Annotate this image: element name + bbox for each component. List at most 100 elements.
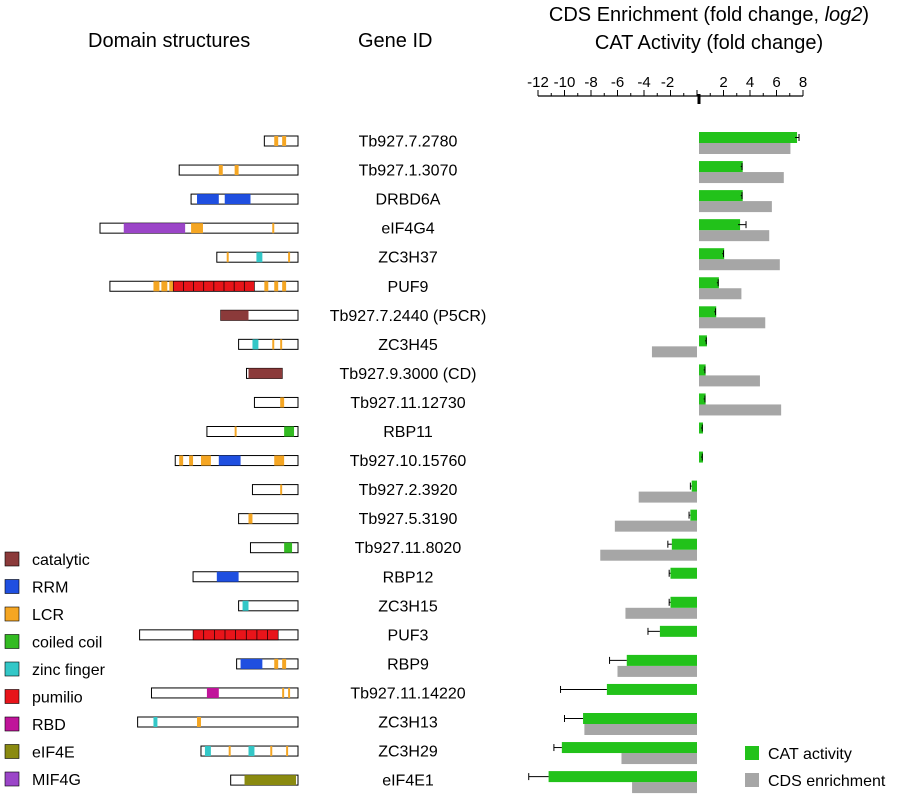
- legend-swatch-zinc-finger: [4, 661, 20, 677]
- cat-activity-bar: [626, 654, 697, 666]
- domain-LCR: [169, 281, 174, 292]
- cat-activity-bar: [670, 567, 697, 579]
- cds-enrichment-bar: [699, 172, 784, 184]
- chart-title-line1: CDS Enrichment (fold change, log2): [500, 4, 918, 27]
- cds-enrichment-bar: [651, 346, 697, 358]
- domain-LCR: [179, 455, 184, 466]
- x-tick-label: -10: [554, 74, 576, 91]
- cat-activity-bar: [699, 335, 707, 347]
- domain-zinc-finger: [248, 746, 255, 757]
- cat-activity-bar: [659, 625, 697, 637]
- domain-structure-row: [190, 193, 299, 205]
- x-tick-label: -4: [637, 74, 650, 91]
- cds-enrichment-bar: [699, 317, 766, 329]
- x-tick-label: 4: [746, 74, 754, 91]
- cat-activity-bar: [699, 306, 717, 318]
- gene-label: Tb927.7.2780: [359, 134, 458, 151]
- domain-structure-row: [238, 338, 299, 350]
- domain-LCR: [274, 658, 279, 669]
- gene-label: Tb927.1.3070: [359, 163, 458, 180]
- protein-outline: [251, 484, 299, 496]
- gene-label: Tb927.11.8020: [355, 540, 462, 557]
- legend-label: RBD: [32, 717, 66, 734]
- protein-outline: [192, 571, 299, 583]
- domain-structure-row: [139, 629, 299, 641]
- legend-label: RRM: [32, 580, 68, 597]
- x-tick-label: 2: [719, 74, 727, 91]
- gene-label: Tb927.11.14220: [350, 685, 465, 702]
- gene-id-header: Gene ID: [358, 30, 433, 52]
- protein-outline: [238, 338, 299, 350]
- gene-label: eIF4E1: [382, 773, 434, 790]
- legend-swatch-eIF4E: [4, 744, 20, 759]
- x-axis-zero-marker: [697, 94, 701, 104]
- domain-RRM: [224, 194, 251, 205]
- gene-label: Tb927.7.2440 (P5CR): [330, 308, 487, 325]
- protein-outline: [238, 513, 299, 525]
- domain-eIF4E: [244, 775, 297, 786]
- protein-outline: [263, 135, 299, 147]
- domain-structure-row: [99, 222, 299, 234]
- legend-label: pumilio: [32, 690, 83, 707]
- domain-structure-row: [249, 542, 299, 554]
- x-tick-label: 8: [799, 74, 807, 91]
- domain-LCR: [197, 717, 201, 727]
- domain-RRM: [197, 194, 219, 205]
- domain-LCR: [234, 165, 239, 176]
- cat-activity-bar: [606, 683, 697, 695]
- cds-enrichment-bar: [699, 404, 782, 416]
- protein-outline: [236, 658, 299, 670]
- x-tick-label: -2: [661, 74, 674, 91]
- domain-LCR: [272, 223, 275, 234]
- domain-LCR: [270, 746, 273, 757]
- gene-label: ZC3H15: [378, 598, 438, 615]
- gene-label: ZC3H45: [378, 337, 438, 354]
- legend-swatch-RBD: [4, 716, 20, 732]
- domain-LCR: [272, 339, 275, 350]
- cds-enrichment-bar: [600, 549, 697, 561]
- domain-LCR: [274, 281, 279, 292]
- domain-coiled-coil: [284, 426, 295, 437]
- domain-LCR: [280, 397, 285, 408]
- cat-activity-bar: [699, 248, 725, 260]
- domain-LCR: [282, 687, 285, 698]
- cat-activity-bar: [699, 219, 741, 231]
- domain-LCR: [288, 687, 291, 698]
- domain-zinc-finger: [252, 339, 259, 350]
- domain-LCR: [282, 281, 287, 292]
- gene-label: Tb927.2.3920: [359, 482, 458, 499]
- domain-LCR: [218, 165, 223, 176]
- domain-structure-row: [178, 164, 299, 176]
- cat-activity-bar: [690, 509, 697, 521]
- cds-enrichment-bar: [699, 201, 772, 213]
- domain-zinc-finger: [204, 746, 211, 757]
- domain-catalytic: [220, 310, 249, 321]
- legend-label: MIF4G: [32, 772, 81, 789]
- gene-label: RBP12: [383, 569, 434, 586]
- cds-enrichment-bar: [699, 288, 742, 300]
- protein-outline: [137, 716, 299, 728]
- chart-legend-swatch: [745, 746, 759, 760]
- domain-LCR: [161, 281, 168, 292]
- cds-enrichment-bar: [621, 753, 697, 765]
- chart-legend-label: CDS enrichment: [768, 773, 886, 790]
- gene-label: RBP9: [387, 656, 429, 673]
- bar-chart-plot: [528, 132, 800, 794]
- protein-outline: [150, 687, 299, 699]
- legend-swatch-MIF4G: [4, 771, 20, 787]
- domain-RRM: [240, 658, 263, 669]
- cat-activity-bar: [691, 480, 697, 492]
- gene-label: ZC3H13: [378, 715, 438, 732]
- chart-legend-swatch: [745, 773, 759, 787]
- domain-structure-row: [192, 571, 299, 583]
- gene-label: ZC3H29: [378, 744, 438, 761]
- cds-enrichment-bar: [632, 782, 697, 794]
- gene-label: Tb927.10.15760: [350, 453, 467, 470]
- domain-structure-row: [263, 135, 299, 147]
- cds-enrichment-bar: [584, 724, 697, 735]
- domain-LCR: [191, 223, 203, 234]
- cds-enrichment-bar: [638, 491, 697, 503]
- domain-LCR: [228, 746, 231, 757]
- domain-LCR: [248, 513, 253, 524]
- domain-structures-panel: [99, 135, 299, 786]
